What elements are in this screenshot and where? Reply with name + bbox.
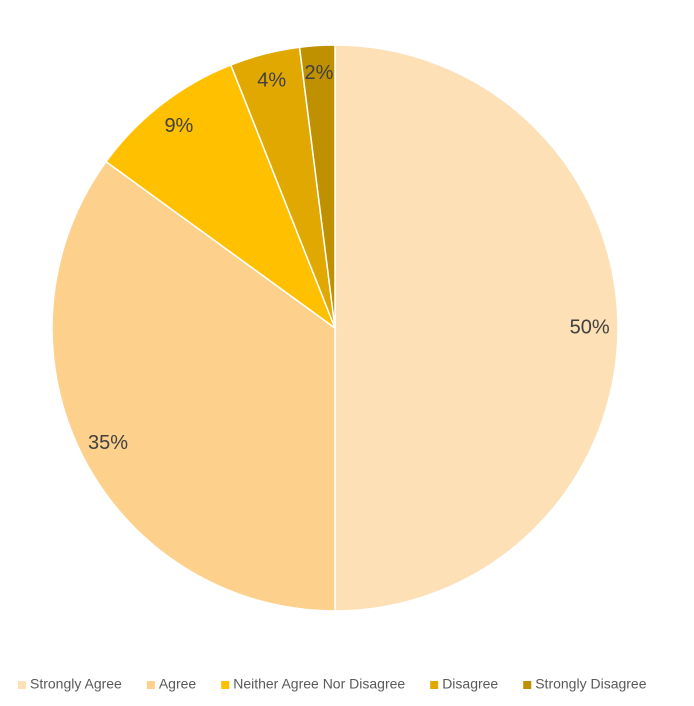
legend-marker [18,681,26,689]
pie-slice [105,63,337,331]
legend-marker [146,681,155,689]
value-label: 9% [164,115,193,137]
legend-marker [221,681,230,689]
pie-slice [51,160,336,612]
legend-label: Disagree [442,676,498,692]
legend-marker [430,681,439,689]
legend-label: Agree [159,676,197,692]
value-label: 4% [257,70,286,92]
legend-label: Strongly Agree [30,676,122,692]
value-label: 50% [570,316,610,338]
value-label: 35% [88,432,128,454]
legend-label: Strongly Disagree [535,676,646,692]
pie-slice [298,44,336,329]
pie-slice [334,44,619,612]
legend-marker [523,681,532,689]
legend-label: Neither Agree Nor Disagree [233,676,405,692]
value-label: 2% [305,62,334,84]
